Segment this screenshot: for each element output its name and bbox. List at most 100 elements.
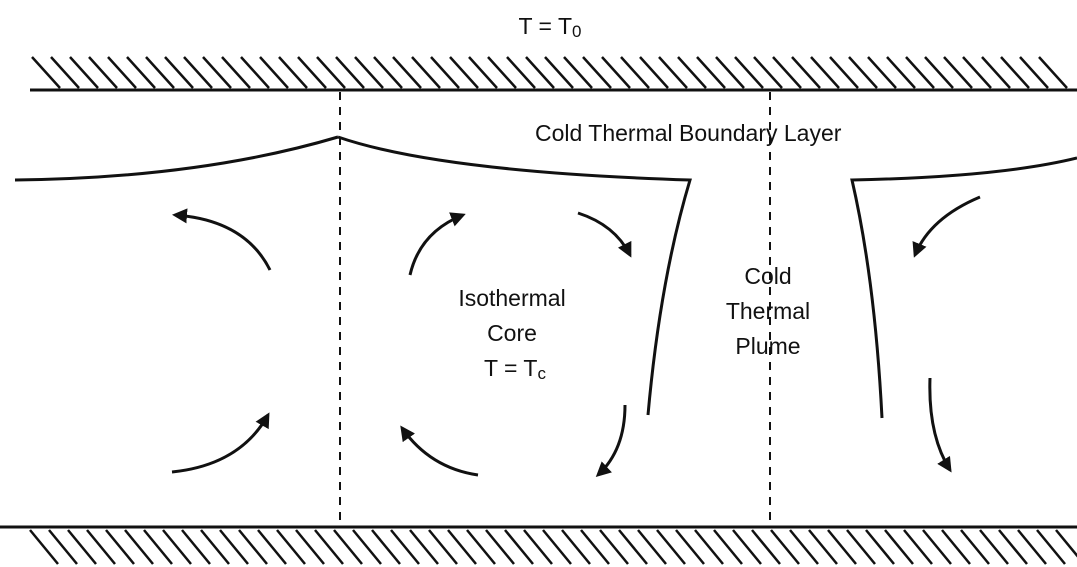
hatch-line	[409, 529, 439, 565]
hatch-line	[181, 529, 211, 565]
hatch-line	[694, 529, 724, 565]
hatch-line	[886, 56, 916, 89]
plume-label: Thermal	[726, 298, 810, 324]
hatch-line	[637, 529, 667, 565]
top-temperature-label: T = T0	[519, 13, 582, 41]
hatch-line	[903, 529, 933, 565]
core-label: Isothermal	[458, 285, 565, 311]
hatch-line	[468, 56, 498, 89]
hatch-line	[485, 529, 515, 565]
plume-label: Plume	[735, 333, 800, 359]
hatch-line	[561, 529, 591, 565]
hatch-line	[979, 529, 1009, 565]
hatch-line	[829, 56, 859, 89]
hatch-line	[1000, 56, 1030, 89]
hatch-line	[656, 529, 686, 565]
hatch-line	[848, 56, 878, 89]
hatch-line	[31, 56, 61, 89]
flow-arrow	[928, 377, 952, 473]
hatch-line	[827, 529, 857, 565]
hatch-line	[618, 529, 648, 565]
hatch-line	[276, 529, 306, 565]
hatch-line	[295, 529, 325, 565]
hatch-line	[86, 529, 116, 565]
hatch-line	[50, 56, 80, 89]
hatch-line	[1055, 529, 1077, 558]
hatch-line	[487, 56, 517, 89]
hatch-line	[846, 529, 876, 565]
hatch-line	[259, 56, 289, 89]
hatch-line	[69, 56, 99, 89]
flow-arrow	[172, 208, 272, 271]
hatch-line	[580, 529, 610, 565]
boundary-layer-edge	[337, 135, 692, 416]
hatch-line	[48, 529, 78, 565]
flow-arrow	[912, 195, 981, 258]
hatch-line	[449, 56, 479, 89]
hatch-line	[200, 529, 230, 565]
hatch-line	[466, 529, 496, 565]
hatch-line	[297, 56, 327, 89]
hatch-line	[1036, 529, 1066, 565]
hatch-line	[428, 529, 458, 565]
hatch-line	[865, 529, 895, 565]
hatch-line	[715, 56, 745, 89]
hatch-line	[143, 529, 173, 565]
hatch-line	[390, 529, 420, 565]
hatch-line	[183, 56, 213, 89]
core-temperature-label: T = Tc	[484, 355, 546, 383]
hatch-line	[240, 56, 270, 89]
hatch-line	[601, 56, 631, 89]
hatch-line	[658, 56, 688, 89]
hatch-line	[696, 56, 726, 89]
hatch-line	[352, 529, 382, 565]
hatch-line	[941, 529, 971, 565]
boundary-layer-edge	[14, 135, 339, 182]
flow-arrow	[400, 425, 479, 477]
hatch-line	[525, 56, 555, 89]
hatch-line	[542, 529, 572, 565]
hatch-line	[430, 56, 460, 89]
hatch-line	[1038, 56, 1068, 89]
hatch-line	[314, 529, 344, 565]
hatch-line	[124, 529, 154, 565]
hatch-line	[734, 56, 764, 89]
hatch-line	[105, 529, 135, 565]
hatch-line	[238, 529, 268, 565]
hatch-line	[202, 56, 232, 89]
flow-arrow	[595, 404, 627, 478]
flow-arrow	[171, 412, 270, 474]
hatch-line	[981, 56, 1011, 89]
hatch-line	[789, 529, 819, 565]
hatch-line	[563, 56, 593, 89]
hatch-line	[354, 56, 384, 89]
hatch-line	[677, 56, 707, 89]
boundary-layer-label: Cold Thermal Boundary Layer	[535, 120, 842, 146]
hatch-line	[1017, 529, 1047, 565]
hatch-line	[867, 56, 897, 89]
hatch-line	[544, 56, 574, 89]
hatch-line	[145, 56, 175, 89]
hatch-line	[126, 56, 156, 89]
hatch-line	[751, 529, 781, 565]
hatch-line	[810, 56, 840, 89]
hatch-line	[257, 529, 287, 565]
hatch-line	[333, 529, 363, 565]
hatch-line	[107, 56, 137, 89]
plume-label: Cold	[744, 263, 791, 289]
hatch-line	[599, 529, 629, 565]
hatch-line	[411, 56, 441, 89]
flow-arrow	[577, 211, 632, 258]
hatch-line	[335, 56, 365, 89]
hatch-line	[922, 529, 952, 565]
hatch-line	[962, 56, 992, 89]
hatch-line	[504, 529, 534, 565]
hatch-line	[392, 56, 422, 89]
hatch-line	[67, 529, 97, 565]
hatch-line	[506, 56, 536, 89]
boundary-layer-edge	[850, 156, 1077, 419]
hatch-line	[88, 56, 118, 89]
hatch-line	[732, 529, 762, 565]
hatch-line	[447, 529, 477, 565]
